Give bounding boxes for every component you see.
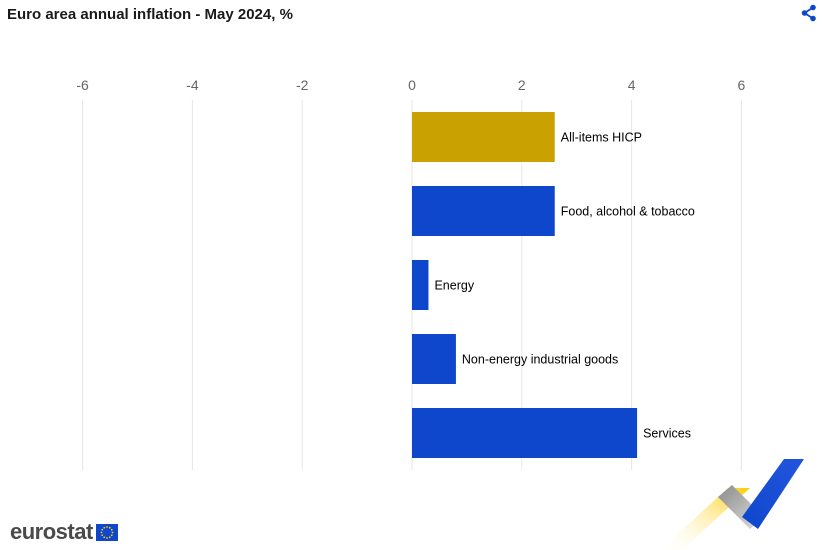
bar-label: Services — [643, 427, 691, 441]
share-icon — [801, 4, 816, 22]
x-tick-label: 2 — [518, 77, 526, 93]
bar[interactable] — [412, 186, 555, 236]
bar-label: Energy — [434, 279, 474, 293]
bar-label: Non-energy industrial goods — [462, 353, 618, 367]
x-tick-label: -6 — [76, 77, 89, 93]
bar[interactable] — [412, 334, 456, 384]
eu-flag-icon — [95, 523, 118, 541]
bar[interactable] — [412, 408, 638, 458]
bar[interactable] — [412, 112, 555, 162]
decorative-stripes-graphic — [660, 459, 804, 550]
bar-label: All-items HICP — [561, 131, 642, 145]
x-tick-label: 4 — [628, 77, 636, 93]
x-tick-label: 0 — [408, 77, 416, 93]
logo-text: eurostat — [10, 519, 93, 544]
chart-title: Euro area annual inflation - May 2024, % — [7, 6, 293, 23]
x-tick-label: -2 — [296, 77, 309, 93]
bar-chart: -6 -4 -2 0 2 4 6 All-items HICP Food, alcohol & … — [76, 77, 746, 470]
bar[interactable] — [412, 260, 429, 310]
share-button[interactable] — [800, 4, 818, 22]
bar-label: Food, alcohol & tobacco — [561, 205, 695, 219]
x-tick-label: 6 — [738, 77, 746, 93]
x-tick-label: -4 — [186, 77, 199, 93]
eurostat-logo: eurostat — [10, 517, 118, 547]
